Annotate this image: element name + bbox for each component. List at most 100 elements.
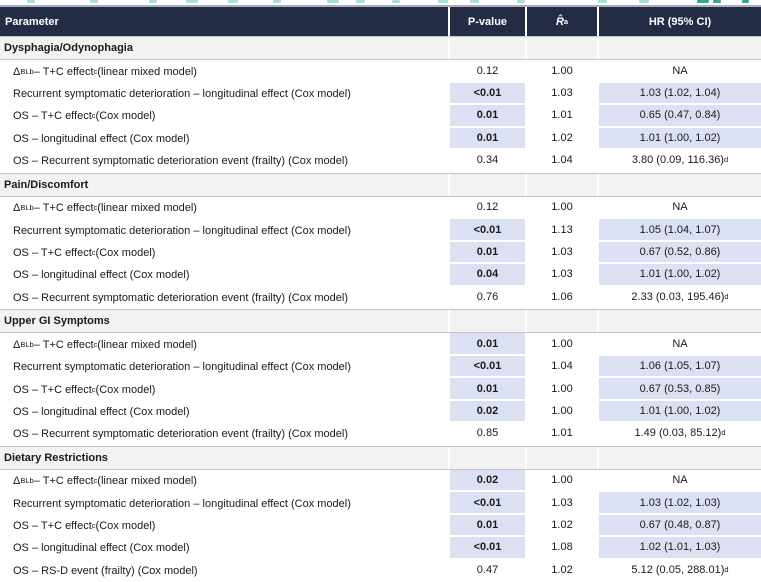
text-remnant-mark [186, 0, 198, 3]
rhat-cell: 1.13 [525, 219, 597, 242]
parameter-cell: Recurrent symptomatic deterioration – lo… [13, 224, 351, 237]
rhat-cell: 1.00 [525, 470, 597, 493]
empty-rhat-cell [525, 173, 597, 196]
data-row: OS – T+C effect c (Cox model) 0.01 1.02 0.67… [0, 514, 761, 538]
rhat-cell: 1.03 [525, 264, 597, 287]
column-header-parameter: Parameter [5, 15, 59, 28]
text-remnant-mark [327, 0, 339, 3]
pvalue-cell: 0.01 [448, 378, 525, 401]
parameter-cell: OS – RS-D event (frailty) (Cox model) [13, 564, 198, 577]
data-row: Δ BL b – T+C effect c (linear mixed model) 0… [0, 60, 761, 83]
data-row: Δ BL b – T+C effect c (linear mixed model) 0… [0, 470, 761, 493]
pvalue-cell: 0.02 [448, 400, 525, 424]
pvalue-cell: 0.01 [448, 333, 525, 356]
parameter-cell: Δ BL b – T+C effect c (linear mixed model) [13, 202, 197, 215]
hr-cell: 1.02 (1.01, 1.03) [597, 537, 761, 560]
parameter-cell: Recurrent symptomatic deterioration – lo… [13, 88, 351, 101]
pvalue-cell: <0.01 [448, 537, 525, 560]
rhat-cell: 1.00 [525, 60, 597, 83]
text-remnant-mark [149, 0, 157, 3]
data-row: OS – T+C effect c (Cox model) 0.01 1.03 0.67… [0, 241, 761, 265]
empty-pvalue-cell [448, 173, 525, 196]
parameter-cell: Δ BL b – T+C effect c (linear mixed model) [13, 65, 197, 78]
empty-hr-cell [597, 310, 761, 333]
rhat-cell: 1.03 [525, 82, 597, 106]
pvalue-cell: 0.02 [448, 470, 525, 493]
hr-cell: 2.33 (0.03, 195.46) d [597, 286, 761, 310]
pvalue-cell: <0.01 [448, 219, 525, 242]
text-remnant-mark [639, 0, 649, 3]
pvalue-cell: 0.01 [448, 514, 525, 538]
pvalue-cell: 0.01 [448, 241, 525, 265]
rhat-cell: 1.04 [525, 150, 597, 173]
pvalue-cell: 0.85 [448, 423, 525, 446]
parameter-cell: OS – T+C effect c (Cox model) [13, 383, 156, 396]
parameter-cell: OS – longitudinal effect (Cox model) [13, 405, 190, 418]
hr-cell: 1.49 (0.03, 85.12) d [597, 423, 761, 446]
hr-cell: 1.01 (1.00, 1.02) [597, 400, 761, 424]
hr-cell: NA [597, 60, 761, 83]
text-remnant-mark [598, 0, 607, 3]
hr-cell: NA [597, 196, 761, 220]
text-remnant-mark [90, 0, 98, 3]
hr-cell: 5.12 (0.05, 288.01) d [597, 559, 761, 582]
column-header-rhat: R̂ a [525, 7, 597, 36]
empty-rhat-cell [525, 310, 597, 333]
data-row: Δ BL b – T+C effect c (linear mixed model) 0… [0, 196, 761, 220]
rhat-cell: 1.02 [525, 559, 597, 582]
rhat-cell: 1.08 [525, 537, 597, 560]
text-remnant-mark [697, 0, 709, 3]
rhat-cell: 1.04 [525, 355, 597, 379]
header-top-divider [0, 5, 761, 7]
section-row: Pain/Discomfort [0, 172, 761, 197]
text-remnant-mark [392, 0, 400, 3]
empty-rhat-cell [525, 37, 597, 60]
pvalue-cell: <0.01 [448, 82, 525, 106]
section-title: Upper GI Symptoms [4, 315, 110, 328]
rhat-cell: 1.00 [525, 400, 597, 424]
pvalue-cell: 0.34 [448, 150, 525, 173]
parameter-cell: OS – longitudinal effect (Cox model) [13, 269, 190, 282]
rhat-symbol: R̂ [555, 15, 564, 28]
pvalue-cell: <0.01 [448, 492, 525, 515]
section-title: Dysphagia/Odynophagia [4, 42, 133, 55]
pvalue-cell: 0.76 [448, 286, 525, 310]
hr-cell: 1.06 (1.05, 1.07) [597, 355, 761, 379]
text-remnant-mark [713, 0, 721, 3]
empty-hr-cell [597, 446, 761, 470]
rhat-cell: 1.00 [525, 196, 597, 220]
empty-hr-cell [597, 173, 761, 196]
rhat-cell: 1.06 [525, 286, 597, 310]
section-row: Dietary Restrictions [0, 445, 761, 471]
empty-pvalue-cell [448, 37, 525, 60]
pvalue-cell: 0.01 [448, 105, 525, 128]
data-row: OS – longitudinal effect (Cox model) <0.0… [0, 537, 761, 560]
column-header-pvalue: P-value [448, 7, 525, 36]
pvalue-cell: 0.47 [448, 559, 525, 582]
data-row: OS – longitudinal effect (Cox model) 0.01… [0, 127, 761, 151]
rhat-cell: 1.02 [525, 514, 597, 538]
rhat-cell: 1.01 [525, 105, 597, 128]
data-row: Recurrent symptomatic deterioration – lo… [0, 82, 761, 106]
section-title: Pain/Discomfort [4, 178, 89, 191]
hr-cell: 1.01 (1.00, 1.02) [597, 264, 761, 287]
hr-cell: 1.05 (1.04, 1.07) [597, 219, 761, 242]
section-title: Dietary Restrictions [4, 451, 108, 464]
clipped-title-remnant [0, 0, 761, 5]
pvalue-cell: 0.04 [448, 264, 525, 287]
data-row: OS – longitudinal effect (Cox model) 0.02… [0, 400, 761, 424]
pvalue-cell: 0.12 [448, 60, 525, 83]
rhat-cell: 1.03 [525, 241, 597, 265]
hr-cell: 0.67 (0.52, 0.86) [597, 241, 761, 265]
text-remnant-mark [438, 0, 448, 3]
table-header-row: Parameter P-value R̂ a HR (95% CI) [0, 7, 761, 36]
data-row: OS – RS-D event (frailty) (Cox model) 0.4… [0, 559, 761, 582]
hr-cell: 0.67 (0.53, 0.85) [597, 378, 761, 401]
text-remnant-mark [470, 0, 479, 3]
parameter-cell: OS – Recurrent symptomatic deterioration… [13, 155, 349, 168]
empty-pvalue-cell [448, 310, 525, 333]
data-row: Recurrent symptomatic deterioration – lo… [0, 355, 761, 379]
hr-cell: 1.01 (1.00, 1.02) [597, 127, 761, 151]
text-remnant-mark [356, 0, 365, 3]
